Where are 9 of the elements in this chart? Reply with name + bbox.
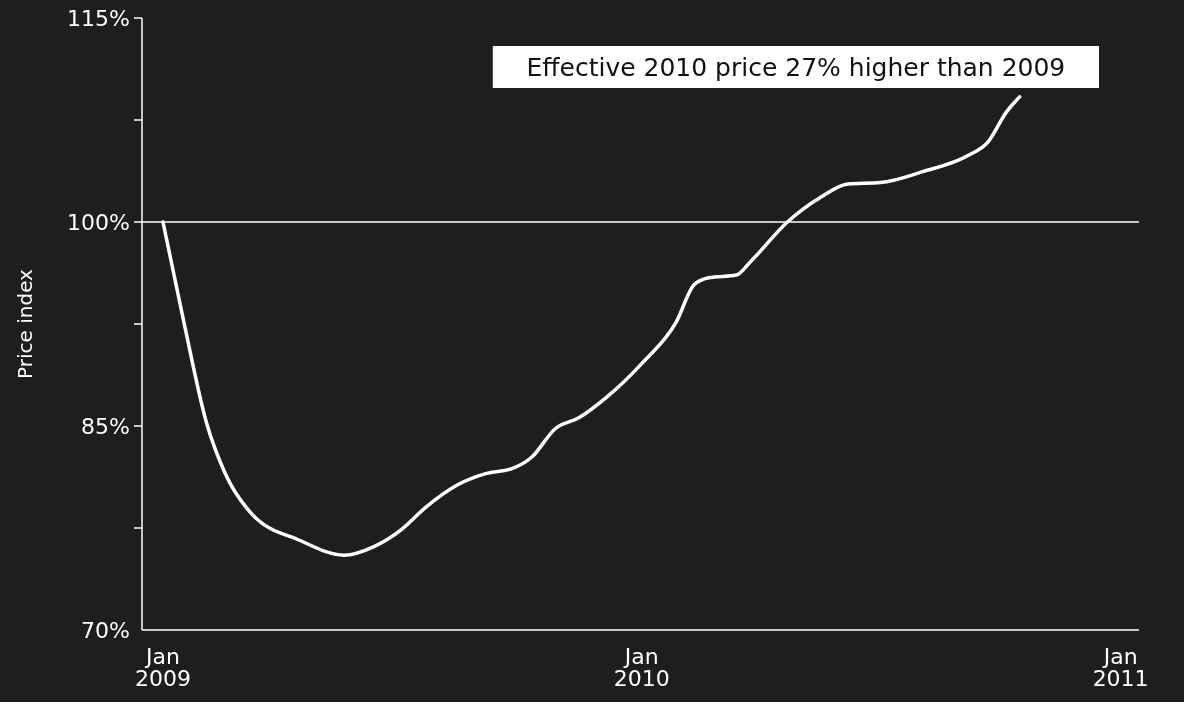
- x-tick-label: Jan 2010: [613, 644, 670, 691]
- x-tick-label: Jan 2011: [1092, 644, 1149, 691]
- y-tick-label: 70%: [81, 617, 130, 643]
- x-tick-label: Jan 2009: [134, 644, 191, 691]
- y-tick-label: 115%: [67, 5, 130, 31]
- annotation: Effective 2010 price 27% higher than 2009: [526, 52, 1066, 82]
- y-tick-label: 100%: [67, 209, 130, 235]
- y-axis-title: Price index: [13, 268, 37, 379]
- y-tick-label: 85%: [81, 413, 130, 439]
